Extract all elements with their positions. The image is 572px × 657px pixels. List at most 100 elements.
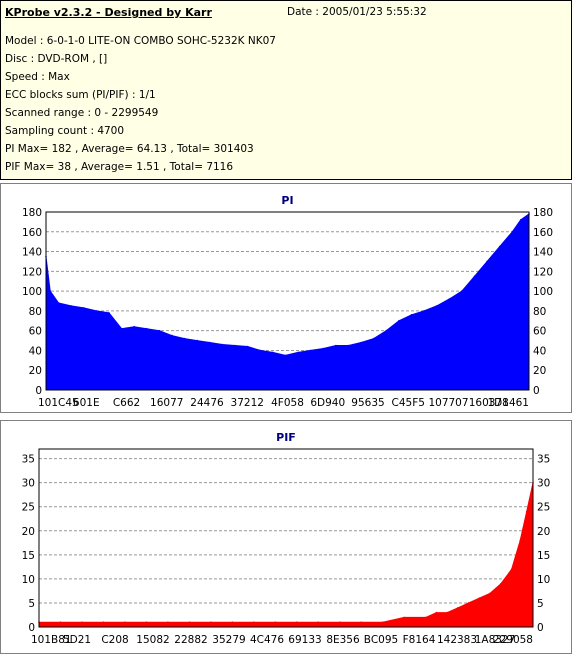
pif-data-point [124, 621, 126, 623]
pif-data-point [317, 621, 320, 623]
pi-y-tick-right: 0 [533, 385, 540, 397]
pif-plot-area [38, 448, 534, 628]
pi-data-point [108, 312, 110, 314]
pi-chart-panel: PI 0 0 20 20 40 40 60 60 80 80 100 100 120 120 140 140 16… [0, 183, 572, 413]
pi-y-tick-left: 120 [22, 266, 42, 278]
pi-y-tick-right: 100 [533, 286, 553, 298]
pi-y-tick-left: 40 [29, 345, 42, 357]
pi-data-point [347, 344, 350, 347]
pif-x-tick-label: 69133 [288, 634, 321, 646]
pi-y-tick-left: 180 [22, 207, 42, 219]
pif-y-tick-right: 0 [537, 622, 544, 634]
pi-data-point [309, 349, 312, 352]
pi-data-point [486, 260, 488, 263]
pi-data-point [234, 344, 236, 347]
sampling-line: Sampling count : 4700 [5, 125, 125, 137]
pi-x-tick-label: 24476 [190, 397, 224, 409]
pif-data-point [296, 621, 298, 623]
pi-y-tick-left: 160 [22, 227, 42, 239]
model-line: Model : 6-0-1-0 LITE-ON COMBO SOHC-5232K… [5, 35, 276, 47]
pi-data-point [146, 327, 148, 330]
pi-chart: PI 0 0 20 20 40 40 60 60 80 80 100 100 120 120 140 140 16… [22, 194, 553, 409]
pif-y-tick-left: 10 [22, 574, 35, 586]
range-line: Scanned range : 0 - 2299549 [5, 107, 159, 119]
pif-data-point [381, 621, 384, 623]
pif-data-point [457, 607, 459, 609]
pif-y-tick-right: 10 [537, 574, 550, 586]
pi-stats-line: PI Max= 182 , Average= 64.13 , Total= 30… [5, 143, 254, 155]
pif-x-tick-label: 35279 [212, 634, 245, 646]
pif-data-point [525, 510, 528, 513]
pi-data-point [360, 341, 362, 344]
pi-y-tick-right: 160 [533, 227, 553, 239]
pi-data-point [461, 290, 463, 292]
pif-data-point [210, 621, 212, 623]
pi-x-tick-label: 601E [73, 397, 100, 409]
pif-data-point [519, 539, 521, 542]
pif-y-tick-left: 20 [22, 526, 35, 538]
pif-chart-title: PIF [276, 431, 296, 444]
pif-y-tick-right: 25 [537, 502, 550, 514]
pif-y-tick-right: 35 [537, 454, 550, 466]
pi-data-point [322, 347, 325, 350]
pi-data-point [473, 275, 476, 278]
pi-data-point [246, 345, 249, 348]
pi-x-tick-label: 101C45 [38, 397, 79, 409]
pi-data-point [221, 343, 224, 346]
info-panel: KProbe v2.3.2 - Designed by Karr Date : … [0, 0, 572, 180]
pi-x-tick-label: 160378 [469, 397, 509, 409]
pif-y-tick-left: 15 [22, 550, 35, 562]
pi-data-point [410, 314, 413, 316]
pif-x-tick-label: 15082 [136, 634, 169, 646]
pif-data-point [81, 621, 83, 623]
pif-y-tick-right: 5 [537, 598, 544, 610]
pi-y-tick-left: 100 [22, 286, 42, 298]
pif-data-point [489, 592, 491, 595]
pi-data-point [335, 344, 337, 347]
pi-data-point [70, 305, 72, 307]
ecc-line: ECC blocks sum (PI/PIF) : 1/1 [5, 89, 156, 101]
pif-chart: PIF 0 0 5 5 10 10 15 15 20 20 25 25 30 30 35 35 101B815D2… [22, 431, 551, 646]
pi-y-tick-left: 80 [29, 306, 42, 318]
pif-data-point [59, 621, 62, 623]
scan-date: Date : 2005/01/23 5:55:32 [287, 6, 427, 18]
pif-y-tick-left: 30 [22, 478, 35, 490]
pif-data-point [167, 621, 169, 623]
pi-data-point [57, 302, 60, 304]
pi-data-point [435, 305, 438, 307]
pif-data-point [360, 621, 363, 623]
pif-x-tick-label: 101B81 [31, 634, 72, 646]
pi-y-tick-left: 0 [35, 385, 42, 397]
pi-y-tick-left: 140 [22, 247, 42, 259]
pif-x-tick-label: 229058 [493, 634, 533, 646]
pif-y-tick-right: 15 [537, 550, 550, 562]
pi-x-tick-label: 4F058 [271, 397, 304, 409]
pif-plot-frame [38, 448, 534, 628]
pi-data-point [398, 320, 400, 322]
pif-x-tick-label: 142383 [437, 634, 477, 646]
pi-data-point [519, 219, 522, 221]
pif-x-tick-label: 5D21 [63, 634, 91, 646]
pi-data-point [372, 337, 375, 340]
pi-chart-title: PI [281, 194, 293, 207]
pi-data-point [171, 334, 173, 337]
pi-data-point [297, 351, 299, 354]
pi-data-point [423, 310, 425, 312]
pi-y-tick-right: 40 [533, 345, 546, 357]
pi-x-tick-label: 1D1461 [488, 397, 530, 409]
pi-data-point [83, 307, 85, 309]
pi-data-point [284, 354, 287, 357]
app-title: KProbe v2.3.2 - Designed by Karr [5, 6, 212, 19]
pif-data-point [231, 621, 234, 623]
pi-data-point [259, 349, 262, 352]
pif-x-tick-label: C208 [101, 634, 128, 646]
pi-y-tick-right: 180 [533, 207, 553, 219]
pi-y-tick-right: 20 [533, 365, 546, 377]
speed-line: Speed : Max [5, 71, 70, 83]
pi-data-point [133, 325, 135, 328]
pif-y-tick-left: 25 [22, 502, 35, 514]
pi-x-tick-label: 95635 [351, 397, 384, 409]
pi-y-tick-left: 60 [29, 326, 42, 338]
pif-stats-line: PIF Max= 38 , Average= 1.51 , Total= 711… [5, 161, 234, 173]
pif-y-tick-right: 30 [537, 478, 550, 490]
